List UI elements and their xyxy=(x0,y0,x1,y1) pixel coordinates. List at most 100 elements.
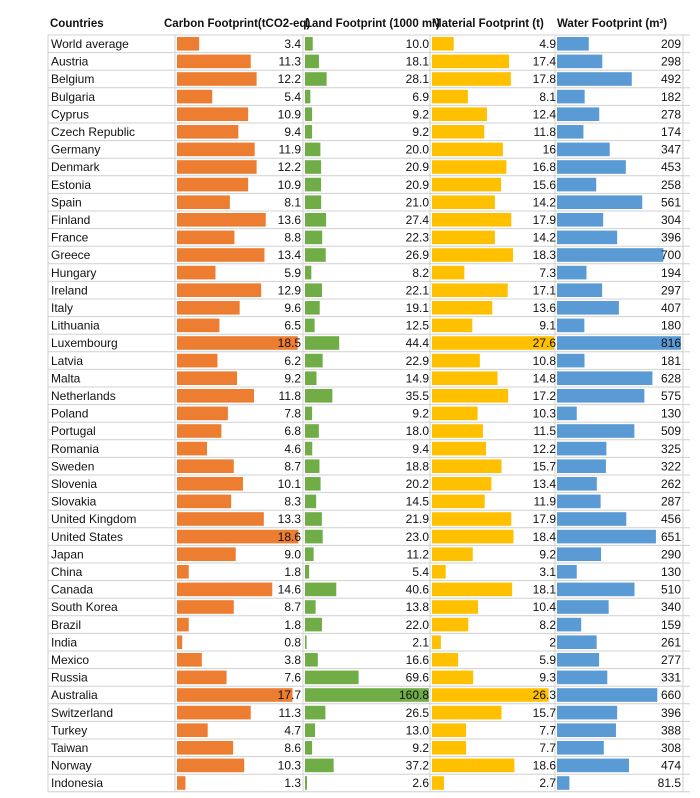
bar xyxy=(432,125,485,139)
value-label: 9.1 xyxy=(539,319,556,333)
country-label: Taiwan xyxy=(51,741,88,755)
value-label: 180 xyxy=(661,319,681,333)
value-label: 160.8 xyxy=(399,688,429,702)
bar xyxy=(432,142,503,157)
value-label: 277 xyxy=(661,653,681,667)
value-label: 8.2 xyxy=(412,266,429,280)
value-label: 474 xyxy=(661,759,681,773)
value-label: 18.0 xyxy=(406,424,430,438)
country-label: Russia xyxy=(51,671,88,685)
bar xyxy=(177,336,298,350)
country-label: Hungary xyxy=(51,266,96,280)
bar xyxy=(177,195,230,209)
country-label: South Korea xyxy=(51,600,118,614)
value-label: 18.8 xyxy=(406,459,430,473)
value-label: 561 xyxy=(661,195,681,209)
bar xyxy=(177,265,216,280)
bar xyxy=(305,89,311,104)
bar xyxy=(177,230,235,245)
bar xyxy=(432,424,483,438)
country-label: France xyxy=(51,231,89,245)
bar xyxy=(305,37,313,51)
bar xyxy=(305,371,317,385)
value-label: 21.9 xyxy=(406,512,430,526)
bar xyxy=(177,54,251,69)
value-label: 28.1 xyxy=(406,72,430,86)
bar xyxy=(432,565,446,579)
bar xyxy=(432,301,493,315)
bar xyxy=(557,318,585,333)
bar xyxy=(432,617,469,632)
bar xyxy=(432,582,513,597)
value-label: 9.3 xyxy=(539,671,556,685)
value-label: 44.4 xyxy=(406,336,430,350)
value-label: 9.4 xyxy=(284,125,301,139)
bar xyxy=(305,582,337,597)
bar xyxy=(177,547,236,561)
value-label: 816 xyxy=(661,336,681,350)
bar xyxy=(177,459,234,473)
country-label: Poland xyxy=(51,407,88,421)
bar xyxy=(177,688,293,702)
value-label: 5.4 xyxy=(284,90,301,104)
value-label: 7.8 xyxy=(284,407,301,421)
country-label: Latvia xyxy=(51,354,83,368)
series-header: Material Footprint (t) xyxy=(432,18,544,30)
bar xyxy=(432,336,555,350)
value-label: 340 xyxy=(661,600,681,614)
series-header: Carbon Footprint(tCO2-eq) xyxy=(164,18,310,30)
value-label: 10.9 xyxy=(278,107,302,121)
bar xyxy=(557,494,601,509)
value-label: 8.7 xyxy=(284,459,301,473)
country-label: Norway xyxy=(51,759,92,773)
bar xyxy=(432,600,479,614)
bar xyxy=(305,353,323,368)
bar xyxy=(432,477,492,491)
bar xyxy=(305,406,313,421)
bar xyxy=(177,371,238,385)
value-label: 9.2 xyxy=(412,741,429,755)
bar xyxy=(177,142,255,157)
value-label: 7.7 xyxy=(539,723,556,737)
bar xyxy=(557,160,626,174)
value-label: 17.4 xyxy=(533,55,557,69)
bar xyxy=(557,107,600,121)
bar xyxy=(305,389,333,403)
bar xyxy=(557,230,618,245)
bar xyxy=(557,512,627,526)
value-label: 396 xyxy=(661,706,681,720)
bar xyxy=(557,477,597,491)
value-label: 12.4 xyxy=(533,107,557,121)
bar xyxy=(432,758,515,773)
bar xyxy=(432,248,514,262)
value-label: 11.8 xyxy=(279,389,302,403)
bar xyxy=(305,529,323,544)
value-label: 10.1 xyxy=(278,477,302,491)
bar xyxy=(432,389,509,403)
country-label: Brazil xyxy=(51,618,81,632)
value-label: 11.2 xyxy=(407,547,430,561)
bar xyxy=(557,741,604,755)
value-label: 18.6 xyxy=(533,759,557,773)
bar xyxy=(432,283,508,297)
bar xyxy=(177,283,262,297)
value-label: 81.5 xyxy=(658,776,682,790)
value-label: 8.2 xyxy=(539,618,556,632)
value-label: 14.6 xyxy=(278,583,302,597)
value-label: 3.4 xyxy=(284,37,301,51)
bar xyxy=(557,441,607,456)
bar xyxy=(177,670,227,685)
value-label: 2.6 xyxy=(412,776,429,790)
value-label: 1.8 xyxy=(284,618,301,632)
value-label: 13.4 xyxy=(278,248,302,262)
country-label: United Kingdom xyxy=(51,512,136,526)
value-label: 290 xyxy=(661,547,681,561)
bar xyxy=(177,776,186,790)
bar xyxy=(177,600,234,614)
series-header: Water Footprint (m³) xyxy=(557,18,667,30)
bar xyxy=(557,547,602,561)
value-label: 6.5 xyxy=(284,319,301,333)
country-label: Australia xyxy=(51,688,98,702)
bar xyxy=(305,318,315,333)
bar xyxy=(557,688,658,702)
